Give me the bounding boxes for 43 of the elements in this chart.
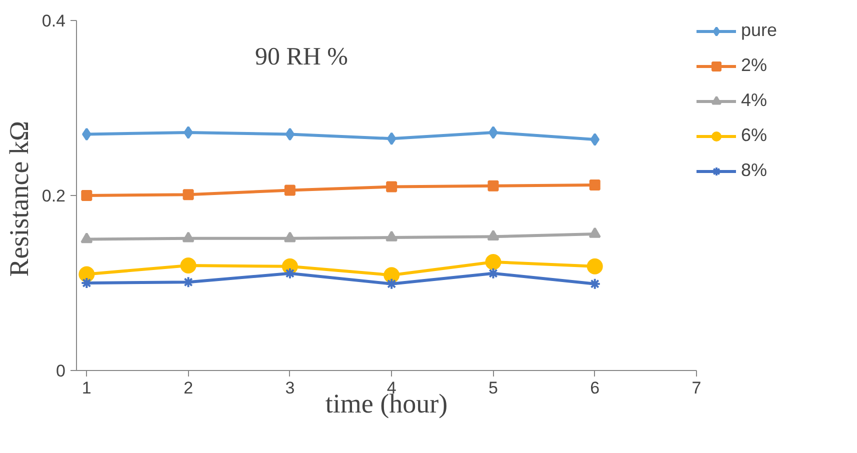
x-tick-label: 1	[82, 378, 92, 398]
y-tick-label: 0	[56, 362, 66, 380]
point	[588, 278, 601, 290]
legend-label: 2%	[741, 55, 768, 76]
point	[590, 133, 600, 146]
point	[487, 230, 500, 241]
point	[485, 254, 502, 270]
point	[82, 128, 92, 141]
legend-label: 8%	[741, 160, 768, 181]
text: 90 RH %	[254, 44, 348, 70]
point	[180, 258, 196, 274]
point	[284, 184, 296, 196]
point	[488, 180, 499, 192]
point	[386, 181, 398, 192]
point	[81, 190, 92, 201]
point	[588, 227, 601, 238]
point	[284, 232, 296, 242]
x-tick-label: 7	[692, 378, 702, 398]
point	[589, 180, 600, 190]
point	[80, 232, 93, 244]
point	[586, 258, 603, 274]
point	[386, 278, 398, 290]
point	[285, 128, 295, 141]
point	[487, 267, 500, 280]
point	[284, 267, 296, 280]
point	[78, 266, 95, 282]
x-tick-label: 2	[184, 378, 194, 398]
point	[184, 126, 193, 139]
legend-label: 4%	[741, 90, 768, 111]
point	[182, 232, 194, 242]
legend-label: pure	[741, 20, 778, 41]
x-tick-label: 5	[488, 378, 498, 398]
y-tick-label: 0.2	[42, 186, 66, 206]
point	[386, 132, 396, 146]
point	[488, 126, 498, 139]
legend-label: 6%	[741, 125, 768, 146]
point	[384, 267, 400, 284]
point	[386, 230, 398, 242]
y-axis-title: Resistance kΩ	[4, 120, 34, 277]
y-tick-label: 0.4	[42, 12, 66, 30]
x-tick-label: 6	[590, 378, 600, 398]
point	[182, 189, 194, 200]
x-tick-label: 3	[285, 378, 295, 398]
